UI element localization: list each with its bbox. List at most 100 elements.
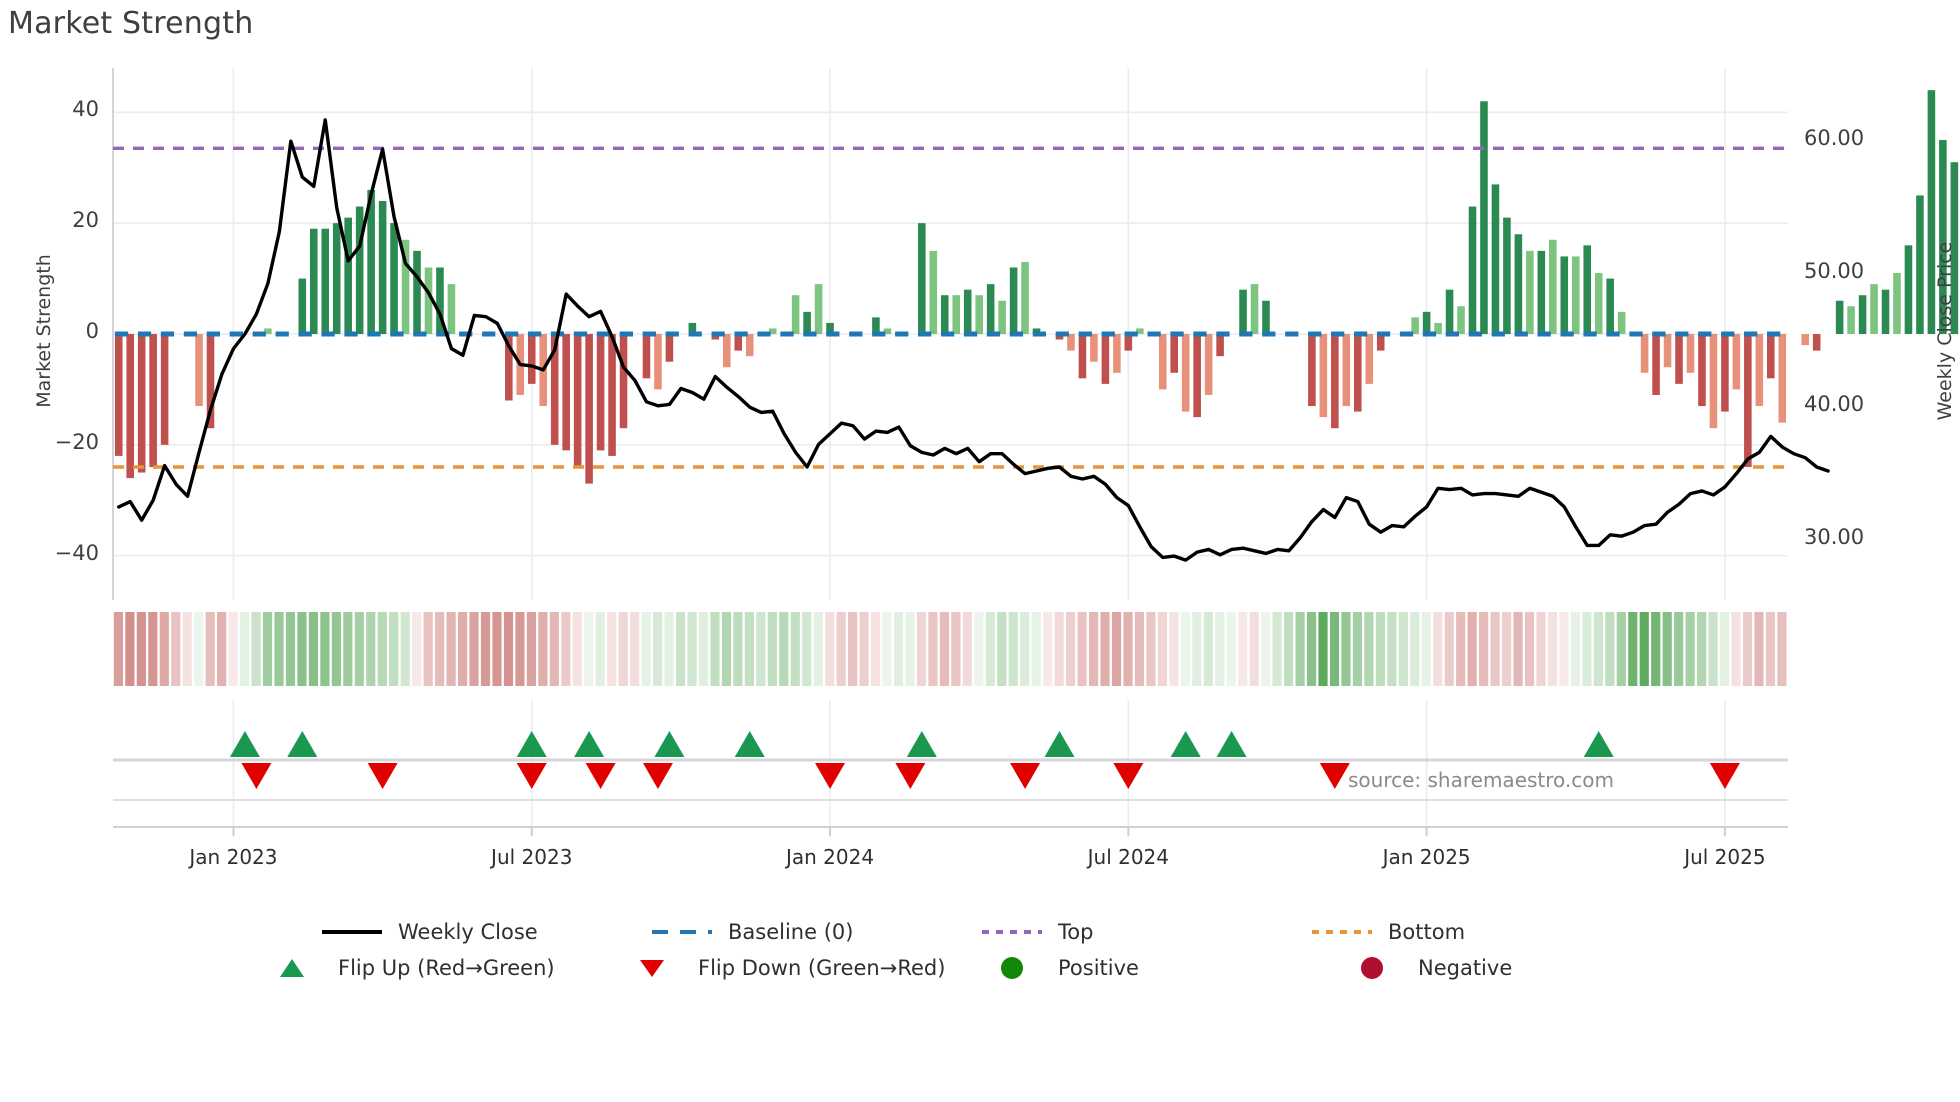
flip-up-marker[interactable]	[287, 731, 318, 757]
legend-item[interactable]: Positive	[980, 956, 1340, 980]
flip-down-marker[interactable]	[241, 763, 272, 789]
heatmap-cell	[159, 612, 169, 686]
heatmap-cell	[1031, 612, 1041, 686]
flip-down-marker[interactable]	[1010, 763, 1041, 789]
heatmap-cell	[228, 612, 238, 686]
heatmap-cell	[1215, 612, 1225, 686]
strength-bar	[436, 267, 444, 334]
legend-item[interactable]: Bottom	[1310, 920, 1640, 944]
flip-up-marker[interactable]	[574, 731, 605, 757]
flip-down-marker[interactable]	[815, 763, 846, 789]
strength-bar	[195, 334, 203, 407]
line-dotted-icon	[982, 930, 1042, 934]
line-solid-icon	[322, 930, 382, 934]
legend-item[interactable]: Negative	[1340, 956, 1700, 980]
strength-bar	[1847, 306, 1855, 334]
strength-bar	[1927, 90, 1936, 335]
heatmap-cell	[561, 612, 571, 686]
legend-item-label: Baseline (0)	[728, 920, 854, 944]
heatmap-cell	[951, 612, 961, 686]
heatmap-cell	[308, 612, 319, 686]
flip-up-marker[interactable]	[229, 731, 260, 757]
strength-bar	[1721, 334, 1729, 412]
strength-bar	[1445, 289, 1454, 334]
heatmap-cell	[1249, 612, 1259, 686]
heatmap-cell	[1456, 612, 1466, 686]
strength-bar	[1204, 334, 1213, 395]
dot-icon	[1361, 957, 1383, 979]
strength-bar	[665, 334, 674, 362]
heatmap-cell	[1719, 612, 1730, 686]
heatmap-cell	[710, 612, 720, 686]
flip-up-marker[interactable]	[1044, 731, 1075, 757]
strength-bar	[803, 311, 811, 334]
legend-item[interactable]: Flip Down (Green→Red)	[620, 956, 980, 980]
strength-bar	[734, 334, 743, 351]
strength-bar	[1376, 334, 1385, 351]
heatmap-cell	[262, 612, 273, 686]
strength-bar	[1514, 234, 1523, 334]
strength-bar	[1870, 284, 1878, 334]
y-axis-tick-label-left: 0	[85, 319, 99, 343]
dot-icon	[1001, 957, 1023, 979]
strength-bar	[1021, 261, 1029, 334]
strength-bar	[711, 334, 720, 340]
heatmap-cell	[1410, 612, 1420, 686]
flip-down-marker[interactable]	[895, 763, 926, 789]
heatmap-cell	[1123, 612, 1133, 686]
heatmap-cell	[1008, 612, 1018, 686]
flip-up-marker[interactable]	[1170, 731, 1201, 757]
heatmap-cell	[905, 612, 915, 686]
heatmap-cell	[515, 612, 525, 686]
legend-item[interactable]: Top	[980, 920, 1310, 944]
strength-bar	[332, 223, 341, 334]
heatmap-cell	[1513, 612, 1523, 686]
strength-bar	[1353, 334, 1362, 412]
heatmap-cell	[1444, 612, 1454, 686]
flip-down-marker[interactable]	[585, 763, 616, 789]
heatmap-cell	[721, 612, 732, 686]
flip-down-marker[interactable]	[516, 763, 547, 789]
heatmap-cell	[870, 612, 881, 686]
strength-bar	[321, 228, 330, 334]
heatmap-cell	[859, 612, 869, 686]
x-axis-tick-label: Jul 2023	[491, 845, 573, 869]
strength-bar	[309, 228, 318, 334]
source-note: source: sharemaestro.com	[1348, 768, 1614, 792]
strength-bar	[1503, 217, 1511, 334]
flip-up-marker[interactable]	[1216, 731, 1247, 757]
flip-up-marker[interactable]	[1583, 731, 1614, 757]
strength-bar	[344, 217, 352, 334]
weekly-close-line	[117, 118, 1830, 562]
heatmap-cell	[412, 612, 422, 686]
legend-item[interactable]: Flip Up (Red→Green)	[260, 956, 620, 980]
strength-bar	[1468, 206, 1477, 334]
strength-bar	[401, 239, 410, 334]
legend-item[interactable]: Weekly Close	[320, 920, 650, 944]
flip-up-marker[interactable]	[906, 731, 937, 757]
heatmap-cell	[744, 612, 754, 686]
strength-bar	[1239, 289, 1247, 334]
strength-bar	[1216, 334, 1224, 357]
flip-up-marker[interactable]	[734, 731, 765, 757]
heatmap-cell	[125, 612, 135, 686]
strength-bar	[826, 322, 834, 334]
heatmap-cell	[779, 612, 789, 686]
heatmap-cell	[825, 612, 835, 686]
heatmap-cell	[182, 612, 192, 686]
strength-bar	[1113, 334, 1121, 373]
flip-up-marker[interactable]	[654, 731, 685, 757]
strength-bar	[424, 267, 433, 334]
legend-item[interactable]: Baseline (0)	[650, 920, 980, 944]
flip-up-marker[interactable]	[516, 731, 547, 757]
heatmap-cell	[1582, 612, 1592, 686]
flip-down-marker[interactable]	[1319, 763, 1350, 789]
strength-bar	[160, 334, 169, 445]
heatmap-cell	[274, 612, 284, 686]
flip-down-marker[interactable]	[1709, 763, 1740, 789]
strength-bar	[1262, 300, 1270, 334]
flip-down-marker[interactable]	[1113, 763, 1144, 789]
flip-down-marker[interactable]	[367, 763, 398, 789]
flip-down-marker[interactable]	[642, 763, 673, 789]
heatmap-cell	[802, 612, 812, 686]
